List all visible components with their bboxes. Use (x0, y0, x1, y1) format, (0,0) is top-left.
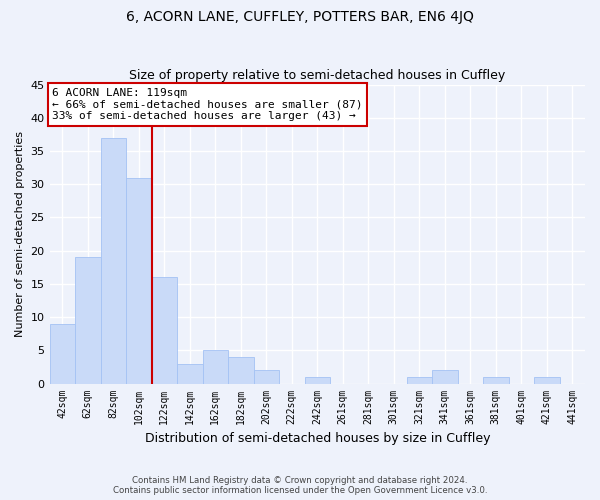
Y-axis label: Number of semi-detached properties: Number of semi-detached properties (15, 131, 25, 337)
Title: Size of property relative to semi-detached houses in Cuffley: Size of property relative to semi-detach… (129, 69, 505, 82)
Bar (50, 324, 75, 384)
Text: 6, ACORN LANE, CUFFLEY, POTTERS BAR, EN6 4JQ: 6, ACORN LANE, CUFFLEY, POTTERS BAR, EN6… (126, 10, 474, 24)
Text: Contains HM Land Registry data © Crown copyright and database right 2024.
Contai: Contains HM Land Registry data © Crown c… (113, 476, 487, 495)
Bar (305, 377, 330, 384)
Bar (203, 350, 228, 384)
Bar (432, 370, 458, 384)
Bar (534, 377, 560, 384)
Bar (126, 178, 152, 384)
Bar (152, 277, 177, 384)
Bar (407, 377, 432, 384)
Bar (483, 377, 509, 384)
Bar (75, 258, 101, 384)
Bar (254, 370, 279, 384)
Bar (101, 138, 126, 384)
Text: 6 ACORN LANE: 119sqm
← 66% of semi-detached houses are smaller (87)
33% of semi-: 6 ACORN LANE: 119sqm ← 66% of semi-detac… (52, 88, 362, 121)
Bar (228, 357, 254, 384)
Bar (177, 364, 203, 384)
X-axis label: Distribution of semi-detached houses by size in Cuffley: Distribution of semi-detached houses by … (145, 432, 490, 445)
